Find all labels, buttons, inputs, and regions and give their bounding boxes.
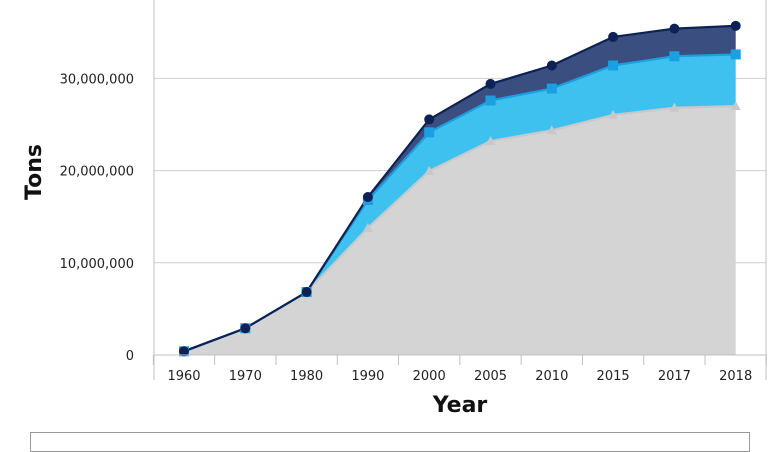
x-tick-label: 2005 (474, 369, 507, 384)
x-tick-labels: 1960 1970 1980 1990 2000 2005 2010 2015 2017 2018 (167, 369, 752, 384)
data-point (730, 20, 741, 31)
y-tick-labels: 0 10,000,000 20,000,000 30,000,000 (60, 72, 134, 364)
data-point (608, 60, 619, 71)
x-tick-label: 2010 (535, 369, 568, 384)
data-point (485, 95, 496, 106)
data-point (179, 346, 189, 357)
y-tick-label: 30,000,000 (60, 72, 134, 87)
data-point (730, 101, 741, 111)
series-line-3 (183, 24, 736, 353)
data-point (362, 192, 373, 203)
data-point (546, 125, 557, 135)
x-tick-label: 1980 (290, 369, 323, 384)
x-tick-label: 2017 (658, 369, 691, 384)
series-area-2 (184, 54, 736, 352)
data-point (608, 31, 619, 42)
data-point (362, 222, 373, 232)
x-axis-title: Year (432, 393, 488, 418)
data-point (608, 109, 619, 119)
stacked-area-chart: 0 10,000,000 20,000,000 30,000,000 1960 1970… (22, 0, 767, 418)
data-point (485, 78, 496, 89)
data-point (730, 49, 741, 60)
data-point (669, 23, 680, 34)
axes (152, 0, 767, 380)
data-point (669, 51, 680, 62)
x-tick-label: 2015 (597, 369, 630, 384)
series-lines (183, 24, 736, 353)
data-point (240, 323, 251, 334)
legend-box (30, 432, 750, 452)
x-tick-label: 2000 (413, 369, 446, 384)
data-point (424, 127, 435, 138)
data-point (301, 287, 312, 298)
y-tick-label: 0 (126, 349, 134, 364)
x-tick-label: 2018 (719, 369, 752, 384)
data-point (546, 83, 557, 94)
y-tick-label: 20,000,000 (60, 165, 134, 180)
data-point (424, 166, 435, 176)
x-tick-label: 1990 (351, 369, 384, 384)
series-areas (184, 25, 736, 355)
series-markers (179, 20, 741, 357)
data-point (485, 136, 496, 146)
data-point (546, 60, 557, 71)
data-point (669, 102, 680, 112)
data-point (424, 114, 435, 125)
y-axis-title: Tons (22, 144, 47, 200)
x-tick-label: 1960 (167, 369, 200, 384)
y-tick-label: 10,000,000 (60, 257, 134, 272)
series-area-1 (184, 106, 736, 355)
x-tick-label: 1970 (229, 369, 262, 384)
